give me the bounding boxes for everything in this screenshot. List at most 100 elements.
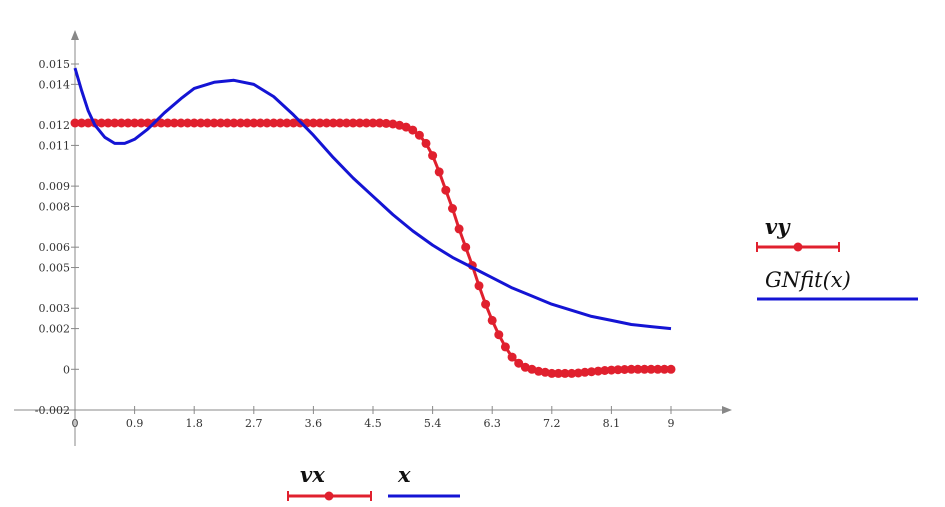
data-point: [229, 118, 239, 128]
x-tick-label: 2.7: [245, 417, 263, 430]
y-tick-label: 0.008: [39, 200, 71, 213]
data-point: [481, 299, 491, 309]
data-point: [289, 118, 298, 128]
data-point: [428, 151, 438, 161]
data-point: [123, 118, 133, 128]
data-point: [494, 330, 504, 340]
y-axis-arrow-icon: [71, 30, 79, 40]
x-tick-label: 7.2: [543, 417, 561, 430]
y-tick-label: 0.014: [39, 78, 71, 91]
data-point: [322, 118, 332, 128]
data-point: [163, 118, 173, 128]
data-point: [355, 118, 365, 128]
legend-marker-vx: [287, 491, 372, 501]
data-point: [593, 366, 603, 376]
data-point: [414, 130, 424, 140]
x-tick-label: 6.3: [483, 417, 501, 430]
legend-marker-vy: [756, 242, 840, 252]
legend-y-label-0: vy: [765, 214, 791, 239]
x-ticks: 0 0.9 1.8 2.7 3.6 4.5 5.4 6.3 7.2 8.1 9: [72, 406, 675, 430]
x-tick-label: 5.4: [424, 417, 442, 430]
data-point: [222, 118, 232, 128]
data-point: [348, 118, 358, 128]
y-tick-label: 0.003: [39, 302, 71, 315]
data-point: [335, 118, 345, 128]
x-tick-label: 1.8: [185, 417, 203, 430]
data-point: [328, 118, 338, 128]
legend-bottom: vx x: [287, 462, 460, 501]
y-tick-label: 0.015: [39, 58, 71, 71]
y-ticks: 0.015 0.014 0.012 0.011 0.009 0.008 0.006 0.005…: [35, 58, 79, 417]
legend-x-label-0: vx: [300, 462, 325, 487]
data-point: [560, 368, 570, 378]
data-point: [448, 204, 457, 213]
y-tick-label: 0.012: [39, 119, 71, 132]
legend-x-label-1: x: [397, 462, 411, 487]
data-point: [77, 118, 87, 128]
data-point: [169, 118, 179, 128]
data-point: [103, 118, 113, 128]
data-point: [216, 118, 226, 128]
data-point: [580, 367, 590, 377]
y-tick-label: 0.011: [39, 139, 71, 152]
x-tick-label: 9: [668, 417, 675, 430]
data-point: [626, 364, 636, 374]
data-point: [474, 281, 484, 291]
data-point: [600, 366, 610, 375]
data-point: [507, 352, 517, 362]
data-point: [315, 118, 325, 128]
data-point: [587, 367, 596, 377]
data-point: [116, 118, 126, 128]
data-point: [97, 118, 106, 128]
data-point: [236, 118, 246, 128]
data-point: [666, 364, 676, 374]
data-point: [461, 242, 471, 252]
data-point: [70, 118, 80, 128]
x-tick-label: 0.9: [126, 417, 144, 430]
series-line-vy: [75, 121, 671, 375]
data-point: [196, 118, 206, 128]
y-tick-label: 0.006: [39, 241, 71, 254]
data-point: [408, 125, 418, 135]
y-tick-label: 0.009: [39, 180, 71, 193]
x-tick-label: 8.1: [603, 417, 621, 430]
data-point: [659, 364, 669, 374]
data-point: [269, 118, 279, 128]
data-point: [342, 118, 351, 128]
data-point: [176, 118, 186, 128]
y-tick-label: 0.005: [39, 262, 71, 275]
data-point: [547, 368, 557, 378]
data-point: [375, 118, 385, 128]
data-point: [130, 118, 140, 128]
y-tick-label: 0.002: [39, 323, 71, 336]
legend-right: vy GNfit(x): [756, 214, 918, 301]
data-point: [500, 342, 510, 352]
data-point: [567, 368, 577, 378]
y-tick-label: 0: [63, 363, 70, 376]
x-axis-arrow-icon: [722, 406, 732, 414]
legend-y-label-1: GNfit(x): [765, 268, 851, 292]
data-point: [110, 118, 120, 128]
data-point: [487, 315, 497, 325]
data-point: [368, 118, 378, 128]
data-point: [202, 118, 212, 128]
data-point: [136, 118, 146, 128]
axes: [14, 30, 732, 446]
data-point: [242, 118, 252, 128]
y-tick-label: -0.002: [35, 404, 70, 417]
data-point: [183, 118, 193, 128]
data-point: [534, 366, 544, 376]
data-point: [553, 368, 563, 378]
data-point: [606, 365, 616, 375]
data-point: [156, 118, 166, 128]
data-point: [653, 364, 663, 374]
data-point: [249, 118, 259, 128]
data-point: [189, 118, 199, 128]
data-point: [514, 358, 524, 368]
data-point: [361, 118, 371, 128]
series-line-gnfitx: [73, 67, 672, 331]
data-point: [646, 364, 656, 374]
data-point: [633, 364, 643, 374]
data-point: [275, 118, 285, 128]
